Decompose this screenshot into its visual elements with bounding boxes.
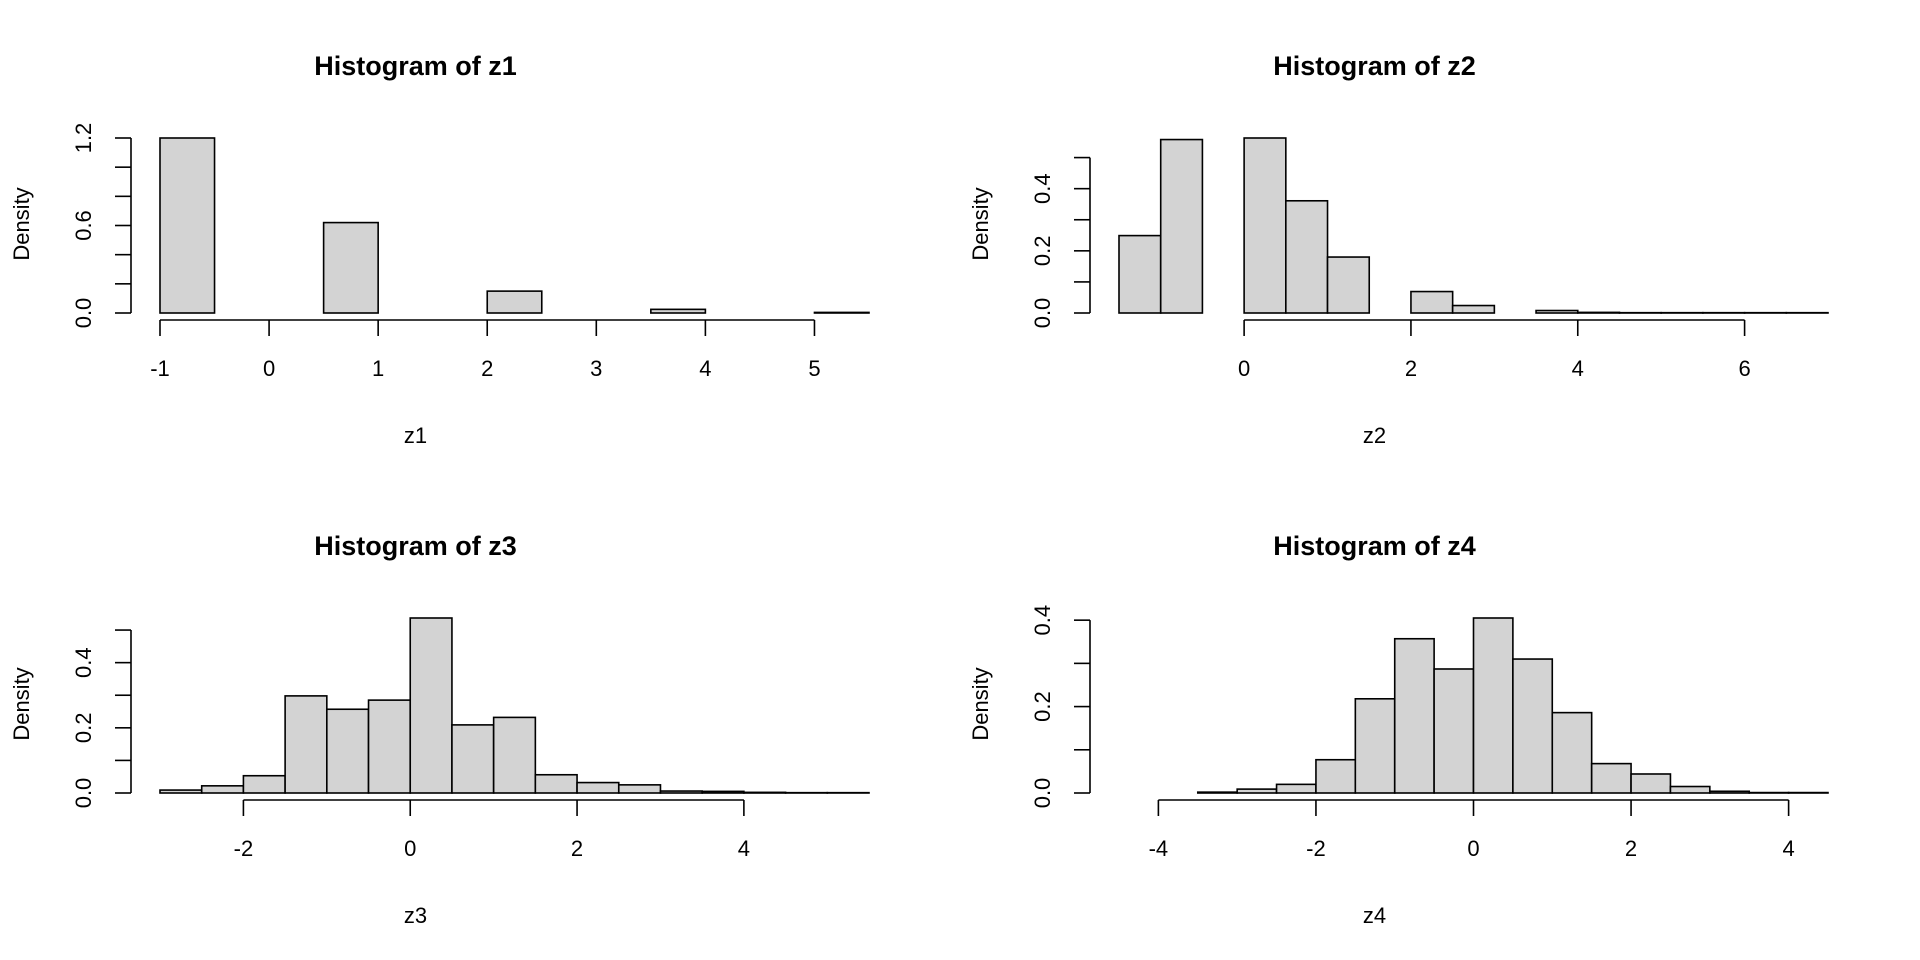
x-tick-label: 0 [1238,356,1250,381]
histogram-bar [576,781,620,794]
histogram-bar [1118,234,1162,314]
chart-title: Histogram of z1 [314,51,517,81]
x-tick-label: -2 [234,836,254,861]
histogram-bar [1243,137,1287,314]
histogram-bar [326,708,370,794]
histogram-bar [451,724,495,794]
x-tick-label: 2 [1625,836,1637,861]
histogram-bar [650,308,707,314]
x-axis-label: z1 [404,423,427,448]
histogram-bar [1196,791,1238,794]
x-tick-label: 4 [738,836,750,861]
x-tick-label: 3 [590,356,602,381]
histogram-bar [1159,138,1204,314]
histogram-bar [1433,668,1475,794]
histogram-bar [200,785,245,794]
y-tick-label: 0.0 [1030,778,1055,809]
x-axis-label: z4 [1363,903,1386,928]
x-tick-label: 0 [263,356,275,381]
histogram-bar [1354,698,1396,794]
histogram-bar [1236,788,1278,794]
chart-title: Histogram of z3 [314,531,517,561]
histogram-bar [1451,304,1496,314]
histogram-panel-1: Histogram of z1 -1 0 1 2 3 4 5 z1 0.0 0.6 1.2 Densit… [9,51,870,448]
y-tick-label: 0.4 [1030,173,1055,204]
x-tick-label: 4 [1572,356,1584,381]
histogram-bar [1326,256,1371,314]
histogram-bar [322,221,379,314]
x-tick-label: 0 [404,836,416,861]
histogram-bar [284,695,328,794]
histogram-panel-4: Histogram of z4 -4 -2 0 2 4 z4 0.0 0.2 0.4 Density [968,531,1829,928]
x-tick-label: 2 [481,356,493,381]
histogram-bar [492,716,537,794]
histogram-bar [1275,783,1317,794]
y-tick-label: 0.6 [71,210,96,241]
x-axis-label: z3 [404,903,427,928]
histogram-panel-3: Histogram of z3 -2 0 2 4 z3 0.0 0.2 0.4 Density [9,531,870,928]
histogram-bar [743,791,787,794]
histogram-bar [1285,199,1329,314]
histogram-bar [1512,658,1554,794]
histogram-bar [367,699,412,794]
histogram-bar [534,773,578,794]
x-axis-label: z2 [1363,423,1386,448]
histogram-bar [1630,773,1672,794]
histogram-bar [1472,617,1514,794]
histogram-bar [813,311,870,314]
y-tick-label: 0.2 [1030,236,1055,267]
y-axis-label: Density [9,187,34,260]
histogram-bar [617,784,662,794]
x-tick-label: 4 [1782,836,1794,861]
x-tick-label: -1 [150,356,170,381]
histogram-bar [659,790,703,794]
x-tick-label: -2 [1306,836,1326,861]
x-tick-label: 2 [571,836,583,861]
y-tick-label: 0.4 [71,647,96,678]
y-tick-label: 1.2 [71,123,96,154]
histogram-bar [1315,758,1357,794]
y-tick-label: 0.2 [71,713,96,744]
chart-title: Histogram of z2 [1273,51,1476,81]
histogram-bar [409,617,453,794]
x-tick-label: 2 [1405,356,1417,381]
histogram-bar [1576,311,1621,314]
histogram-bar [242,774,286,794]
histogram-bar [486,290,543,314]
y-axis-label: Density [968,667,993,740]
y-axis-label: Density [968,187,993,260]
y-tick-label: 0.0 [71,778,96,809]
histogram-bar [159,789,203,794]
y-tick-label: 0.2 [1030,691,1055,722]
histogram-bar [1410,290,1454,314]
y-axis-label: Density [9,667,34,740]
histogram-bar [159,137,216,314]
histogram-bar [1393,637,1435,794]
histogram-bar [1590,762,1632,794]
x-tick-label: 0 [1467,836,1479,861]
y-tick-label: 0.4 [1030,605,1055,636]
y-tick-label: 0.0 [1030,298,1055,329]
histogram-bar [1551,711,1593,794]
histogram-bar [1669,785,1711,794]
x-tick-label: -4 [1149,836,1169,861]
x-tick-label: 5 [808,356,820,381]
x-tick-label: 1 [372,356,384,381]
x-tick-label: 4 [699,356,711,381]
histogram-bar [701,790,745,794]
x-tick-label: 6 [1738,356,1750,381]
histogram-bar [1535,309,1579,314]
histogram-bar [1709,790,1751,794]
chart-title: Histogram of z4 [1273,531,1476,561]
y-tick-label: 0.0 [71,298,96,329]
histogram-panel-2: Histogram of z2 0 2 4 6 z2 0.0 0.2 0.4 Density [968,51,1829,448]
